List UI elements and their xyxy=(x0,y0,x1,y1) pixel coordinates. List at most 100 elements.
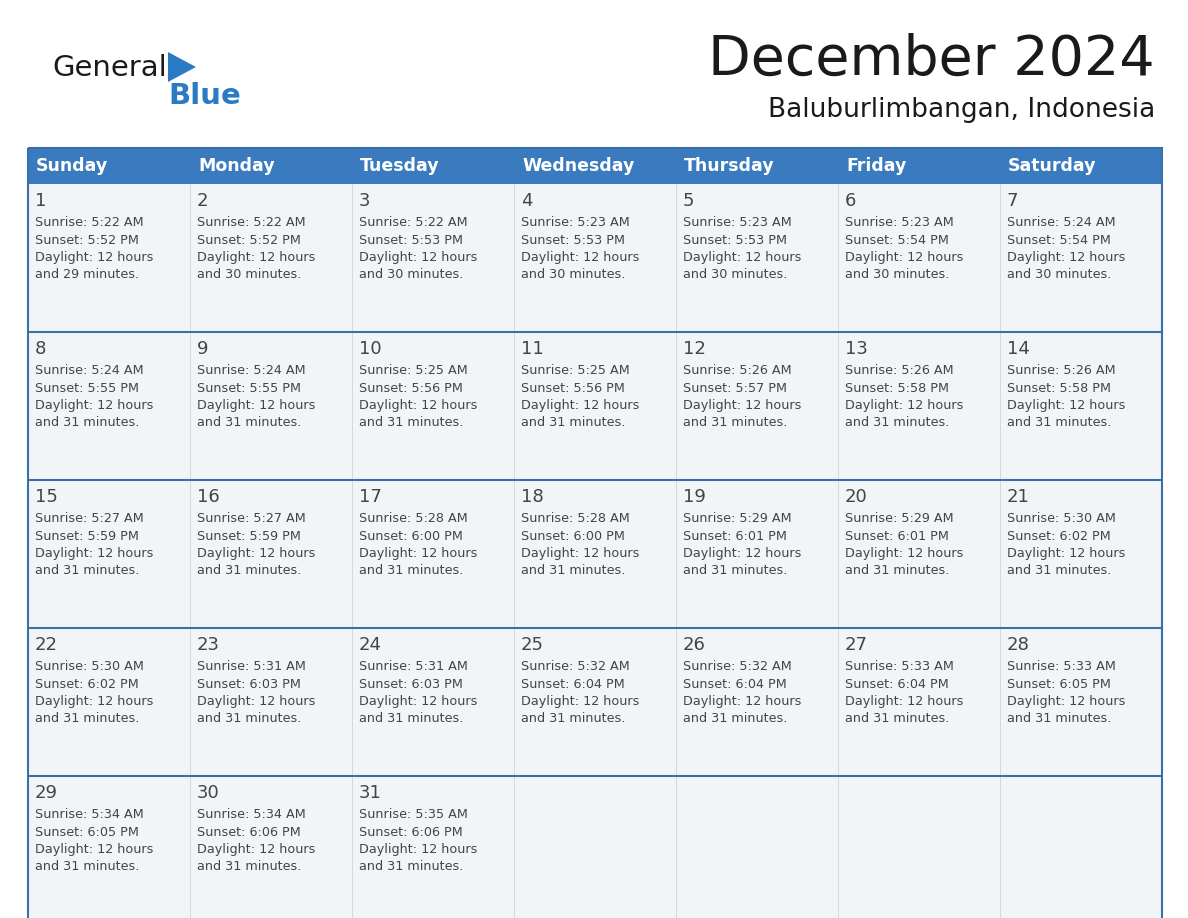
Text: Sunrise: 5:23 AM: Sunrise: 5:23 AM xyxy=(845,216,954,229)
Text: Monday: Monday xyxy=(198,157,274,175)
Text: and 31 minutes.: and 31 minutes. xyxy=(359,712,463,725)
Text: and 31 minutes.: and 31 minutes. xyxy=(683,417,788,430)
Text: Sunrise: 5:30 AM: Sunrise: 5:30 AM xyxy=(1007,512,1116,525)
Text: Sunset: 5:53 PM: Sunset: 5:53 PM xyxy=(522,233,625,247)
Bar xyxy=(29,332,1162,480)
Text: and 31 minutes.: and 31 minutes. xyxy=(197,860,302,874)
Text: 10: 10 xyxy=(359,340,381,358)
Text: Sunset: 6:05 PM: Sunset: 6:05 PM xyxy=(1007,677,1111,690)
Text: Sunrise: 5:32 AM: Sunrise: 5:32 AM xyxy=(522,660,630,673)
Text: Sunset: 5:53 PM: Sunset: 5:53 PM xyxy=(359,233,463,247)
Text: 8: 8 xyxy=(34,340,46,358)
Text: Sunrise: 5:27 AM: Sunrise: 5:27 AM xyxy=(34,512,144,525)
Text: 7: 7 xyxy=(1007,192,1018,210)
Text: Daylight: 12 hours: Daylight: 12 hours xyxy=(359,695,478,708)
Text: Daylight: 12 hours: Daylight: 12 hours xyxy=(845,547,963,560)
Text: Sunset: 6:03 PM: Sunset: 6:03 PM xyxy=(197,677,301,690)
Text: Sunset: 6:02 PM: Sunset: 6:02 PM xyxy=(1007,530,1111,543)
Text: Sunset: 5:58 PM: Sunset: 5:58 PM xyxy=(1007,382,1111,395)
Text: Daylight: 12 hours: Daylight: 12 hours xyxy=(1007,251,1125,264)
Text: Sunrise: 5:29 AM: Sunrise: 5:29 AM xyxy=(683,512,791,525)
Text: 2: 2 xyxy=(197,192,209,210)
Text: Sunrise: 5:23 AM: Sunrise: 5:23 AM xyxy=(683,216,791,229)
Text: Sunrise: 5:22 AM: Sunrise: 5:22 AM xyxy=(197,216,305,229)
Polygon shape xyxy=(168,52,196,82)
Text: and 31 minutes.: and 31 minutes. xyxy=(522,417,625,430)
Text: Sunrise: 5:32 AM: Sunrise: 5:32 AM xyxy=(683,660,791,673)
Text: 19: 19 xyxy=(683,488,706,506)
Text: Sunrise: 5:34 AM: Sunrise: 5:34 AM xyxy=(197,808,305,821)
Text: 13: 13 xyxy=(845,340,868,358)
Text: and 31 minutes.: and 31 minutes. xyxy=(522,565,625,577)
Text: Daylight: 12 hours: Daylight: 12 hours xyxy=(845,399,963,412)
Text: 20: 20 xyxy=(845,488,867,506)
Text: Daylight: 12 hours: Daylight: 12 hours xyxy=(197,399,315,412)
Text: Sunset: 6:04 PM: Sunset: 6:04 PM xyxy=(522,677,625,690)
Text: and 31 minutes.: and 31 minutes. xyxy=(683,712,788,725)
Text: Sunset: 6:06 PM: Sunset: 6:06 PM xyxy=(359,825,463,838)
Text: 27: 27 xyxy=(845,636,868,654)
Text: 5: 5 xyxy=(683,192,695,210)
Text: and 31 minutes.: and 31 minutes. xyxy=(34,565,139,577)
Text: and 30 minutes.: and 30 minutes. xyxy=(197,268,302,282)
Text: Sunset: 5:52 PM: Sunset: 5:52 PM xyxy=(34,233,139,247)
Text: Sunrise: 5:31 AM: Sunrise: 5:31 AM xyxy=(197,660,305,673)
Text: Sunrise: 5:33 AM: Sunrise: 5:33 AM xyxy=(1007,660,1116,673)
Text: Sunset: 5:56 PM: Sunset: 5:56 PM xyxy=(522,382,625,395)
Text: Sunset: 5:55 PM: Sunset: 5:55 PM xyxy=(197,382,301,395)
Text: 17: 17 xyxy=(359,488,381,506)
Text: and 31 minutes.: and 31 minutes. xyxy=(1007,417,1112,430)
Bar xyxy=(29,184,1162,332)
Text: Sunset: 5:56 PM: Sunset: 5:56 PM xyxy=(359,382,463,395)
Text: Sunset: 6:04 PM: Sunset: 6:04 PM xyxy=(845,677,949,690)
Text: 25: 25 xyxy=(522,636,544,654)
Text: Daylight: 12 hours: Daylight: 12 hours xyxy=(683,695,802,708)
Text: 6: 6 xyxy=(845,192,857,210)
Text: Sunset: 5:55 PM: Sunset: 5:55 PM xyxy=(34,382,139,395)
Text: and 31 minutes.: and 31 minutes. xyxy=(359,565,463,577)
Text: Daylight: 12 hours: Daylight: 12 hours xyxy=(359,399,478,412)
Text: Daylight: 12 hours: Daylight: 12 hours xyxy=(34,843,153,856)
Text: 26: 26 xyxy=(683,636,706,654)
Text: Daylight: 12 hours: Daylight: 12 hours xyxy=(197,547,315,560)
Text: Sunrise: 5:27 AM: Sunrise: 5:27 AM xyxy=(197,512,305,525)
Text: and 30 minutes.: and 30 minutes. xyxy=(1007,268,1112,282)
Text: and 30 minutes.: and 30 minutes. xyxy=(522,268,625,282)
Text: Sunday: Sunday xyxy=(36,157,108,175)
Text: Daylight: 12 hours: Daylight: 12 hours xyxy=(359,251,478,264)
Text: 24: 24 xyxy=(359,636,383,654)
Text: 3: 3 xyxy=(359,192,371,210)
Text: Sunrise: 5:24 AM: Sunrise: 5:24 AM xyxy=(34,364,144,377)
Text: 30: 30 xyxy=(197,784,220,802)
Text: Sunset: 6:05 PM: Sunset: 6:05 PM xyxy=(34,825,139,838)
Text: Daylight: 12 hours: Daylight: 12 hours xyxy=(34,399,153,412)
Text: and 31 minutes.: and 31 minutes. xyxy=(197,712,302,725)
Text: and 31 minutes.: and 31 minutes. xyxy=(34,860,139,874)
Text: Sunrise: 5:26 AM: Sunrise: 5:26 AM xyxy=(683,364,791,377)
Text: Saturday: Saturday xyxy=(1007,157,1097,175)
Text: Daylight: 12 hours: Daylight: 12 hours xyxy=(845,251,963,264)
Text: Sunrise: 5:25 AM: Sunrise: 5:25 AM xyxy=(522,364,630,377)
Text: Sunset: 6:03 PM: Sunset: 6:03 PM xyxy=(359,677,463,690)
Text: Sunset: 5:54 PM: Sunset: 5:54 PM xyxy=(1007,233,1111,247)
Text: Sunrise: 5:28 AM: Sunrise: 5:28 AM xyxy=(359,512,468,525)
Text: Daylight: 12 hours: Daylight: 12 hours xyxy=(359,547,478,560)
Text: 16: 16 xyxy=(197,488,220,506)
Text: Sunset: 6:02 PM: Sunset: 6:02 PM xyxy=(34,677,139,690)
Text: Blue: Blue xyxy=(168,82,241,110)
Text: Sunrise: 5:25 AM: Sunrise: 5:25 AM xyxy=(359,364,468,377)
Text: Daylight: 12 hours: Daylight: 12 hours xyxy=(197,251,315,264)
Text: Sunrise: 5:29 AM: Sunrise: 5:29 AM xyxy=(845,512,954,525)
Text: Daylight: 12 hours: Daylight: 12 hours xyxy=(522,251,639,264)
Text: Daylight: 12 hours: Daylight: 12 hours xyxy=(683,251,802,264)
Text: 15: 15 xyxy=(34,488,58,506)
Text: Sunrise: 5:35 AM: Sunrise: 5:35 AM xyxy=(359,808,468,821)
Text: and 31 minutes.: and 31 minutes. xyxy=(522,712,625,725)
Text: Sunset: 5:52 PM: Sunset: 5:52 PM xyxy=(197,233,301,247)
Text: Daylight: 12 hours: Daylight: 12 hours xyxy=(522,547,639,560)
Text: and 31 minutes.: and 31 minutes. xyxy=(845,417,949,430)
Text: Daylight: 12 hours: Daylight: 12 hours xyxy=(522,695,639,708)
Text: and 31 minutes.: and 31 minutes. xyxy=(1007,712,1112,725)
Text: and 31 minutes.: and 31 minutes. xyxy=(359,417,463,430)
Text: Sunset: 5:53 PM: Sunset: 5:53 PM xyxy=(683,233,786,247)
